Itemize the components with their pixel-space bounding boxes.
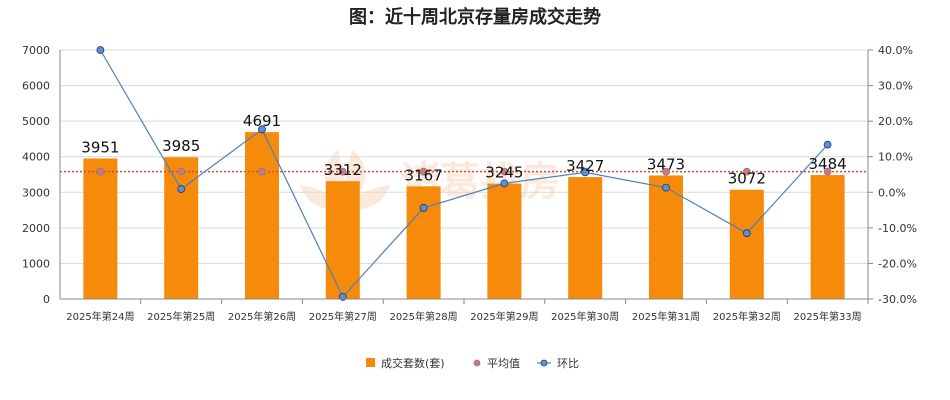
bar-value-label: 3167	[405, 166, 443, 184]
mom-point	[419, 204, 428, 212]
average-point	[338, 167, 347, 176]
average-point	[742, 167, 751, 176]
y-right-tick-label: 30.0%	[878, 80, 913, 93]
y-right-tick-label: 40.0%	[878, 44, 913, 57]
legend-bar-swatch	[366, 358, 375, 367]
bar-value-label: 3484	[809, 155, 847, 173]
x-tick-label: 2025年第25周	[147, 310, 215, 323]
mom-point	[823, 140, 832, 149]
bar-value-label: 3312	[324, 161, 362, 179]
legend-bar-label: 成交套数(套)	[381, 356, 445, 370]
x-tick-label: 2025年第33周	[794, 310, 862, 323]
average-point	[500, 167, 509, 176]
x-tick-label: 2025年第32周	[713, 310, 781, 323]
mom-point	[258, 125, 266, 134]
y-left-tick-label: 4000	[22, 151, 50, 164]
mom-point	[177, 185, 186, 193]
y-right-tick-label: -20.0%	[878, 257, 917, 270]
axes-layer: 0 1000 2000 3000 4000 5000 6000 7000 -30.0% -20.0…	[22, 44, 917, 323]
bar	[649, 175, 683, 299]
mom-point	[500, 179, 509, 188]
mom-point	[96, 46, 105, 54]
bar	[325, 181, 360, 299]
legend-average-label: 平均值	[487, 357, 520, 370]
mom-point	[742, 229, 751, 238]
y-left-tick-label: 0	[43, 293, 50, 306]
y-right-tick-label: -30.0%	[878, 293, 917, 306]
legend-mom-label: 环比	[557, 357, 579, 370]
y-left-tick-label: 3000	[22, 186, 50, 199]
y-left-tick-label: 6000	[22, 80, 50, 93]
bar	[164, 157, 199, 299]
mom-line	[99, 49, 829, 298]
x-tick-label: 2025年第28周	[390, 310, 458, 323]
mom-point	[581, 168, 590, 177]
y-left-tick-label: 1000	[22, 257, 50, 270]
legend-average-marker	[473, 359, 481, 367]
bar	[487, 183, 522, 299]
average-point	[258, 167, 266, 176]
legend: 成交套数(套) 平均值 环比	[366, 356, 579, 370]
average-point	[823, 167, 832, 176]
bar-value-label: 4691	[243, 112, 281, 130]
y-left-tick-label: 2000	[22, 222, 50, 235]
bar	[245, 132, 279, 299]
y-right-tick-label: 10.0%	[878, 151, 913, 164]
average-point	[662, 167, 670, 176]
y-left-tick-label: 7000	[22, 44, 50, 57]
bar	[83, 158, 118, 299]
average-point	[96, 167, 105, 176]
lines-layer	[60, 46, 868, 301]
bar	[729, 189, 764, 299]
bar-value-label: 3473	[647, 155, 685, 173]
bar-value-label: 3427	[566, 157, 604, 175]
y-right-tick-label: 0.0%	[878, 186, 906, 199]
bar-value-label: 3072	[728, 170, 766, 188]
bar-value-label: 3985	[162, 137, 200, 155]
x-tick-label: 2025年第30周	[551, 310, 619, 323]
x-tick-label: 2025年第31周	[632, 310, 700, 323]
average-point	[419, 167, 428, 176]
average-point	[177, 167, 186, 176]
x-tick-label: 2025年第27周	[309, 310, 377, 323]
x-tick-label: 2025年第26周	[228, 310, 296, 323]
bar	[568, 177, 603, 299]
y-left-tick-label: 5000	[22, 115, 50, 128]
bar-value-label: 3245	[485, 164, 523, 182]
bar-value-label: 3951	[81, 138, 119, 156]
x-tick-label: 2025年第29周	[470, 310, 538, 323]
bar	[406, 186, 441, 299]
chart-title: 图：近十周北京存量房成交走势	[349, 6, 601, 28]
y-right-tick-label: 20.0%	[878, 115, 913, 128]
legend-mom-marker	[540, 359, 548, 367]
y-right-tick-label: -10.0%	[878, 222, 917, 235]
x-tick-label: 2025年第24周	[66, 310, 134, 323]
bar	[810, 175, 845, 299]
mom-point	[662, 183, 670, 192]
labels-layer: 3951 3985 4691 3312 3167 3245 3427 3473 3072 3484	[81, 112, 846, 188]
